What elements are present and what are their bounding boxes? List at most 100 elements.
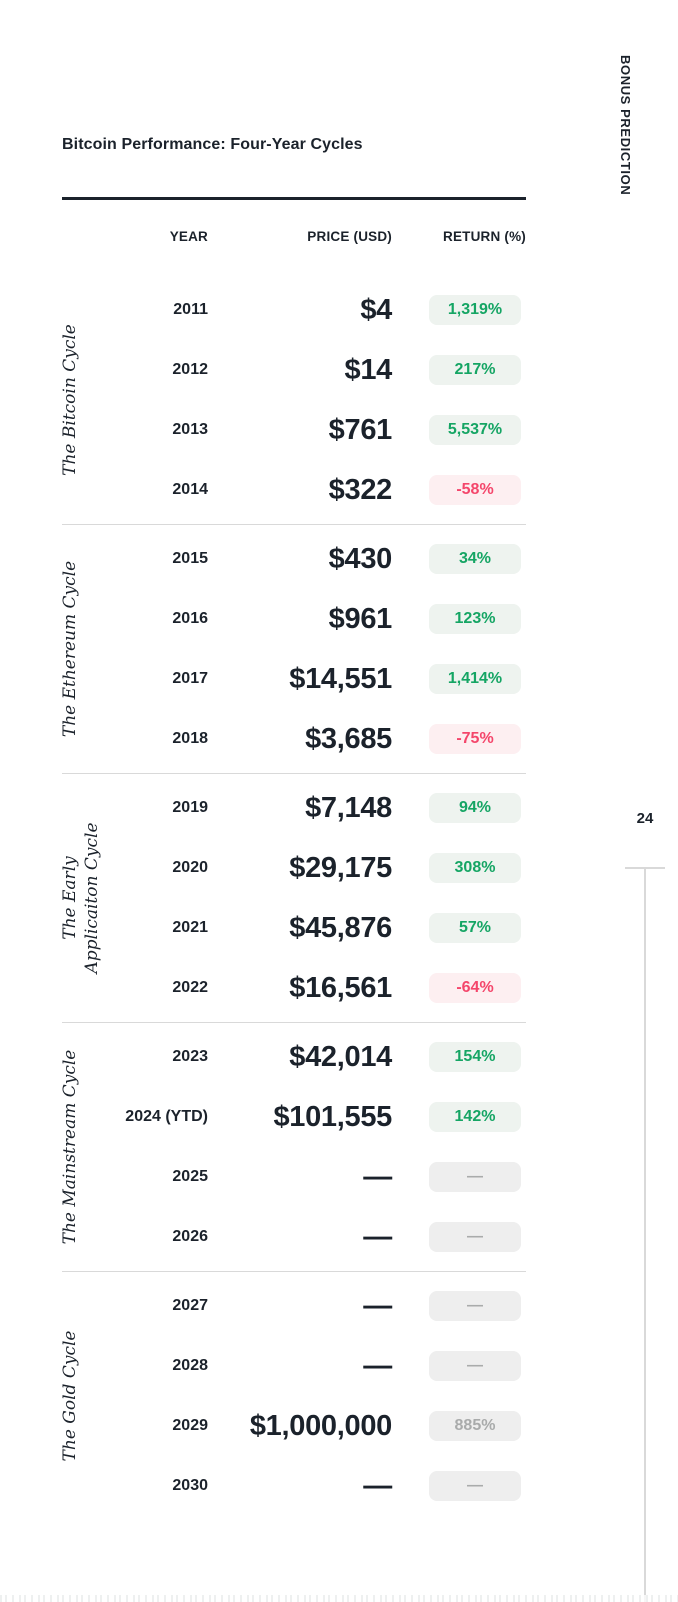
table-row: 2026 — — <box>62 1207 526 1267</box>
column-header-return: RETURN (%) <box>443 228 526 244</box>
return-badge: 5,537% <box>429 415 521 445</box>
price-cell: $7,148 <box>305 791 392 824</box>
year-cell: 2029 <box>172 1417 208 1434</box>
return-badge: 885% <box>429 1411 521 1441</box>
year-cell: 2024 (YTD) <box>125 1108 208 1125</box>
table-body: The Bitcoin Cycle 2011 $4 1,319% 2012 $14 217%… <box>59 276 526 1520</box>
price-cell: — <box>363 1349 392 1382</box>
price-cell: $14 <box>344 353 393 386</box>
price-cell: $1,000,000 <box>249 1409 392 1442</box>
return-badge: 34% <box>429 544 521 574</box>
table-row: 2018 $3,685 -75% <box>62 709 526 769</box>
return-badge: 142% <box>429 1102 521 1132</box>
return-badge: 57% <box>429 913 521 943</box>
table-row: 2025 — — <box>62 1147 526 1207</box>
cycle-section: The Bitcoin Cycle 2011 $4 1,319% 2012 $14 217%… <box>59 276 526 524</box>
return-cell: 1,319% <box>392 295 526 325</box>
table-row: 2028 — — <box>62 1336 526 1396</box>
year-cell: 2012 <box>172 361 208 378</box>
price-cell: $4 <box>360 293 392 326</box>
table-row: 2020 $29,175 308% <box>62 838 526 898</box>
cycle-label: The Bitcoin Cycle <box>59 324 80 476</box>
return-badge: — <box>429 1351 521 1381</box>
table-row: 2029 $1,000,000 885% <box>62 1396 526 1456</box>
price-cell: $3,685 <box>305 722 392 755</box>
year-cell: 2017 <box>172 670 208 687</box>
return-cell: — <box>392 1351 526 1381</box>
price-cell: — <box>363 1469 392 1502</box>
cycle-section: The Early Applicaiton Cycle 2019 $7,148 94%… <box>59 773 526 1022</box>
year-cell: 2023 <box>172 1048 208 1065</box>
return-badge: — <box>429 1222 521 1252</box>
return-cell: 154% <box>392 1042 526 1072</box>
price-cell: $14,551 <box>289 662 392 695</box>
bonus-prediction-side-label: BONUS PREDICTION <box>618 55 633 196</box>
year-cell: 2014 <box>172 481 208 498</box>
year-cell: 2025 <box>172 1168 208 1185</box>
table-top-rule <box>62 197 526 200</box>
year-cell: 2027 <box>172 1297 208 1314</box>
return-badge: 94% <box>429 793 521 823</box>
price-cell: $322 <box>328 473 393 506</box>
year-cell: 2015 <box>172 550 208 567</box>
price-cell: $101,555 <box>273 1100 392 1133</box>
cycle-section: The Mainstream Cycle 2023 $42,014 154% 2024 … <box>59 1022 526 1271</box>
return-cell: 217% <box>392 355 526 385</box>
return-cell: — <box>392 1162 526 1192</box>
year-cell: 2020 <box>172 859 208 876</box>
column-header-price: PRICE (USD) <box>307 228 392 244</box>
return-cell: 885% <box>392 1411 526 1441</box>
return-badge: -75% <box>429 724 521 754</box>
table-row: 2014 $322 -58% <box>62 460 526 520</box>
cycle-section: The Gold Cycle 2027 — — 2028 — — 2029 $1,000,000… <box>59 1271 526 1520</box>
year-cell: 2026 <box>172 1228 208 1245</box>
return-cell: 123% <box>392 604 526 634</box>
year-cell: 2030 <box>172 1477 208 1494</box>
year-cell: 2018 <box>172 730 208 747</box>
return-cell: 1,414% <box>392 664 526 694</box>
page-marker-vertical-rule <box>644 867 646 1602</box>
return-badge: 308% <box>429 853 521 883</box>
table-row: 2017 $14,551 1,414% <box>62 649 526 709</box>
year-cell: 2016 <box>172 610 208 627</box>
return-cell: 57% <box>392 913 526 943</box>
year-cell: 2028 <box>172 1357 208 1374</box>
return-badge: 1,319% <box>429 295 521 325</box>
price-cell: $16,561 <box>289 971 392 1004</box>
table-row: 2013 $761 5,537% <box>62 400 526 460</box>
return-badge: 1,414% <box>429 664 521 694</box>
cycle-label: The Ethereum Cycle <box>59 560 80 738</box>
price-cell: $29,175 <box>289 851 392 884</box>
return-cell: — <box>392 1222 526 1252</box>
return-cell: — <box>392 1291 526 1321</box>
return-cell: 94% <box>392 793 526 823</box>
column-header-year: YEAR <box>169 228 208 244</box>
return-cell: -58% <box>392 475 526 505</box>
return-badge: -64% <box>429 973 521 1003</box>
year-cell: 2021 <box>172 919 208 936</box>
page-title: Bitcoin Performance: Four-Year Cycles <box>62 136 363 153</box>
price-cell: — <box>363 1220 392 1253</box>
table-row: 2023 $42,014 154% <box>62 1027 526 1087</box>
return-cell: 34% <box>392 544 526 574</box>
return-cell: 142% <box>392 1102 526 1132</box>
page-number: 24 <box>636 810 654 827</box>
cycle-label: The Mainstream Cycle <box>59 1049 80 1245</box>
return-cell: -64% <box>392 973 526 1003</box>
year-cell: 2011 <box>173 301 208 318</box>
table-row: 2022 $16,561 -64% <box>62 958 526 1018</box>
cycle-label: The Early Applicaiton Cycle <box>59 822 102 974</box>
return-badge: 217% <box>429 355 521 385</box>
return-cell: 308% <box>392 853 526 883</box>
return-cell: — <box>392 1471 526 1501</box>
price-cell: $961 <box>328 602 393 635</box>
return-badge: — <box>429 1291 521 1321</box>
table-row: 2021 $45,876 57% <box>62 898 526 958</box>
year-cell: 2022 <box>172 979 208 996</box>
table-row: 2019 $7,148 94% <box>62 778 526 838</box>
performance-table: YEAR PRICE (USD) RETURN (%) The Bitcoin … <box>59 197 526 1520</box>
table-row: 2011 $4 1,319% <box>62 280 526 340</box>
cycle-label: The Gold Cycle <box>59 1330 80 1462</box>
year-cell: 2013 <box>172 421 208 438</box>
